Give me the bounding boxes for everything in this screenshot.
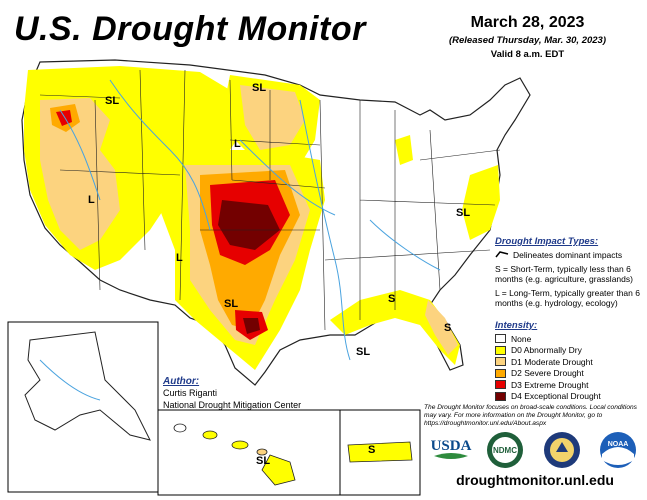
valid-time: Valid 8 a.m. EDT [490, 49, 565, 60]
intensity-heading: Intensity: [495, 320, 538, 331]
intensity-item: D3 Extreme Drought [495, 379, 640, 391]
intensity-swatch [495, 345, 506, 355]
alaska-shape [24, 331, 151, 441]
d1-west [40, 98, 120, 250]
impact-label-s-3: S [368, 444, 376, 456]
drought-areas [24, 66, 500, 370]
impact-types-legend: Drought Impact Types: Delineates dominan… [495, 236, 640, 312]
intensity-label: D2 Severe Drought [511, 368, 584, 379]
intensity-label: D3 Extreme Drought [511, 379, 589, 390]
d1-north-plains [240, 85, 305, 150]
impact-delineates-text: Delineates dominant impacts [513, 249, 623, 260]
intensity-legend: Intensity: None D0 Abnormally Dry D1 Moder… [495, 320, 640, 402]
hawaii-islands [173, 423, 296, 486]
author-name: Curtis Riganti [163, 388, 218, 398]
intensity-swatch [495, 391, 506, 401]
intensity-item: D2 Severe Drought [495, 368, 640, 380]
map-title: U.S. Drought Monitor [14, 10, 366, 48]
usda-logo-text: USDA [431, 438, 472, 454]
author-org: National Drought Mitigation Center [163, 399, 302, 410]
release-date: (Released Thursday, Mar. 30, 2023) [448, 35, 606, 46]
website-url[interactable]: droughtmonitor.unl.edu [456, 472, 614, 488]
ndmc-logo-text: NDMC [493, 446, 517, 455]
intensity-swatch [495, 368, 506, 378]
monitor-note: The Drought Monitor focuses on broad-sca… [424, 404, 637, 428]
impact-long-term: L = Long-Term, typically greater than 6 … [495, 287, 640, 309]
map-date: March 28, 2023 [470, 14, 585, 31]
impact-label-s-1: S [388, 293, 396, 305]
d1-florida [425, 300, 458, 355]
impact-label-sl-4: SL [456, 207, 471, 219]
intensity-item: D4 Exceptional Drought [495, 391, 640, 403]
rivers [59, 79, 441, 361]
impact-line-icon [495, 251, 509, 258]
author-heading: Author: [163, 376, 200, 387]
date-block: March 28, 2023 (Released Thursday, Mar. … [425, 14, 630, 60]
agency-logos: USDA NDMC NOAA [430, 430, 645, 472]
impact-label-s-2: S [444, 322, 452, 334]
ndmc-logo: NDMC [485, 430, 525, 475]
intensity-swatch [495, 357, 506, 367]
d4-texas [243, 318, 260, 334]
intensity-item: D1 Moderate Drought [495, 356, 640, 368]
noaa-logo: NOAA [598, 430, 638, 475]
impact-label-sl-2: SL [252, 82, 267, 94]
usda-logo: USDA [430, 430, 472, 473]
d0-michigan [395, 135, 413, 165]
intensity-item: D0 Abnormally Dry [495, 345, 640, 357]
impact-types-heading: Drought Impact Types: [495, 236, 599, 247]
commerce-seal-logo [542, 430, 582, 475]
impact-label-sl-1: SL [105, 95, 120, 107]
puerto-rico-shape [347, 441, 413, 463]
noaa-logo-text: NOAA [608, 441, 629, 448]
impact-label-l-1: L [234, 138, 241, 150]
intensity-items: None D0 Abnormally Dry D1 Moderate Drought… [495, 333, 640, 402]
intensity-swatch [495, 380, 506, 390]
intensity-label: None [511, 333, 532, 344]
impact-label-sl-5: SL [356, 346, 371, 358]
d4-plains [218, 200, 280, 250]
impact-short-term: S = Short-Term, typically less than 6 mo… [495, 263, 633, 285]
d0-eastcoast [462, 165, 500, 240]
intensity-item: None [495, 333, 640, 345]
intensity-swatch [495, 334, 506, 344]
intensity-label: D0 Abnormally Dry [511, 345, 582, 356]
impact-label-l-2: L [88, 194, 95, 206]
author-block: Author: Curtis Riganti National Drought … [163, 375, 301, 411]
impact-label-sl-6: SL [256, 455, 271, 467]
intensity-label: D4 Exceptional Drought [511, 391, 601, 402]
impact-label-sl-3: SL [224, 298, 239, 310]
state-borders [39, 69, 501, 331]
intensity-label: D1 Moderate Drought [511, 356, 593, 367]
impact-label-l-3: L [176, 252, 183, 264]
hawaii-inset-frame [157, 409, 341, 496]
impact-delineates-row: Delineates dominant impacts [495, 250, 640, 261]
